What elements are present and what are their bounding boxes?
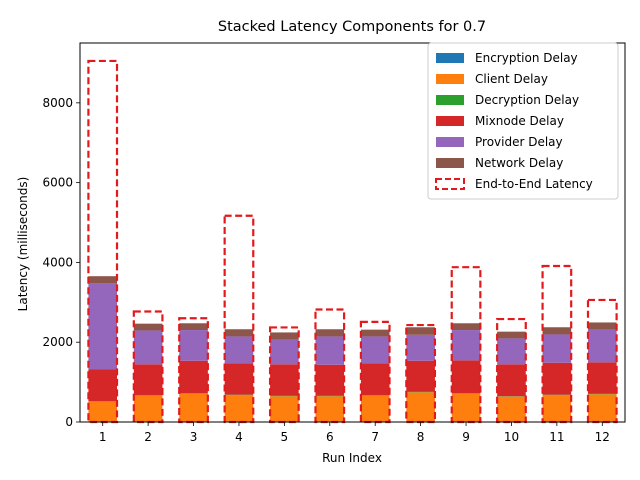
legend-swatch [435, 178, 465, 190]
bar-client-delay-run-11 [542, 395, 572, 422]
bar-client-delay-run-5 [270, 396, 299, 422]
x-tick-label: 5 [281, 430, 289, 444]
bar-client-delay-run-9 [451, 393, 481, 422]
bar-provider-delay-run-3 [179, 330, 208, 361]
bar-mixnode-delay-run-7 [360, 363, 390, 396]
legend-label: Provider Delay [475, 135, 563, 149]
x-axis-label: Run Index [322, 451, 382, 465]
bar-mixnode-delay-run-11 [542, 362, 572, 395]
bar-mixnode-delay-run-6 [315, 364, 345, 396]
legend-swatch [436, 137, 464, 147]
end-to-end-outline-run-11 [541, 264, 573, 424]
bar-client-delay-run-6 [315, 396, 345, 422]
bar-mixnode-delay-run-8 [406, 360, 435, 392]
bar-network-delay-run-5 [270, 332, 299, 340]
end-to-end-outline-layer [87, 59, 618, 424]
bar-provider-delay-run-6 [315, 336, 345, 365]
y-tick-label: 4000 [42, 255, 73, 269]
y-axis-label: Latency (milliseconds) [16, 177, 30, 312]
x-tick-label: 3 [190, 430, 198, 444]
x-tick-label: 4 [235, 430, 243, 444]
legend-label: Client Delay [475, 72, 548, 86]
x-tick-label: 9 [462, 430, 470, 444]
bar-provider-delay-run-9 [451, 330, 481, 361]
x-tick-label: 10 [504, 430, 519, 444]
legend-label: Mixnode Delay [475, 114, 564, 128]
x-tick-label: 6 [326, 430, 334, 444]
bar-client-delay-run-8 [406, 392, 435, 422]
bar-provider-delay-run-5 [270, 339, 299, 365]
bar-mixnode-delay-run-4 [224, 363, 254, 395]
bar-network-delay-run-10 [497, 331, 526, 339]
bar-network-delay-run-9 [451, 323, 481, 331]
legend-box [427, 42, 619, 200]
bars-layer [88, 276, 617, 422]
y-axis-ticks: 0 2000 4000 6000 8000 [42, 96, 80, 429]
end-to-end-outline-run-10 [496, 317, 527, 424]
bar-network-delay-run-11 [542, 327, 572, 335]
end-to-end-outline-run-12 [586, 298, 618, 424]
bar-provider-delay-run-10 [497, 338, 526, 365]
x-tick-label: 8 [417, 430, 425, 444]
x-axis-ticks: 1 2 3 4 5 6 7 8 9 10 11 12 [99, 422, 610, 444]
bar-network-delay-run-4 [224, 329, 254, 337]
y-tick-label: 0 [65, 415, 73, 429]
bar-network-delay-run-8 [406, 327, 435, 335]
bar-provider-delay-run-7 [360, 336, 390, 364]
y-tick-label: 8000 [42, 96, 73, 110]
bar-network-delay-run-1 [88, 276, 118, 284]
y-tick-label: 6000 [42, 176, 73, 190]
end-to-end-outline-run-4 [223, 214, 255, 424]
bar-mixnode-delay-run-3 [179, 360, 208, 394]
bar-client-delay-run-10 [497, 396, 526, 422]
legend-swatch [436, 74, 464, 84]
legend-label: End-to-End Latency [475, 177, 593, 191]
chart-title: Stacked Latency Components for 0.7 [218, 19, 486, 35]
bar-mixnode-delay-run-5 [270, 364, 299, 396]
bar-provider-delay-run-1 [88, 283, 118, 370]
bar-provider-delay-run-8 [406, 334, 435, 361]
bar-client-delay-run-12 [587, 394, 617, 422]
end-to-end-outline-run-3 [178, 317, 209, 424]
bar-network-delay-run-6 [315, 329, 345, 337]
legend-swatch [436, 158, 464, 168]
bar-mixnode-delay-run-2 [133, 364, 163, 396]
bar-provider-delay-run-2 [133, 330, 163, 365]
bar-mixnode-delay-run-9 [451, 360, 481, 394]
x-tick-label: 7 [371, 430, 379, 444]
legend: Encryption Delay Client Delay Decryption D… [427, 42, 619, 200]
bar-client-delay-run-2 [133, 395, 163, 422]
legend-label: Encryption Delay [475, 51, 578, 65]
bar-mixnode-delay-run-10 [497, 364, 526, 397]
bar-network-delay-run-2 [133, 323, 163, 331]
bar-provider-delay-run-4 [224, 336, 254, 364]
bar-client-delay-run-3 [179, 393, 208, 422]
x-tick-label: 12 [595, 430, 610, 444]
bar-network-delay-run-7 [360, 329, 390, 337]
end-to-end-outline-run-9 [450, 266, 482, 424]
legend-swatch [436, 53, 464, 63]
bar-client-delay-run-4 [224, 395, 254, 422]
bar-provider-delay-run-12 [587, 329, 617, 363]
y-tick-label: 2000 [42, 335, 73, 349]
bar-network-delay-run-12 [587, 322, 617, 330]
bar-client-delay-run-1 [88, 401, 118, 422]
plot-area-frame [79, 42, 626, 423]
legend-label: Decryption Delay [475, 93, 579, 107]
x-tick-label: 11 [549, 430, 564, 444]
bar-network-delay-run-3 [179, 323, 208, 331]
legend-swatch [436, 95, 464, 105]
legend-label: Network Delay [475, 156, 563, 170]
bar-mixnode-delay-run-12 [587, 362, 617, 394]
end-to-end-outline-run-6 [314, 308, 346, 424]
x-tick-label: 1 [99, 430, 107, 444]
bar-provider-delay-run-11 [542, 334, 572, 363]
legend-swatch [436, 116, 464, 126]
bar-mixnode-delay-run-1 [88, 369, 118, 402]
bar-client-delay-run-7 [360, 395, 390, 422]
x-tick-label: 2 [144, 430, 152, 444]
